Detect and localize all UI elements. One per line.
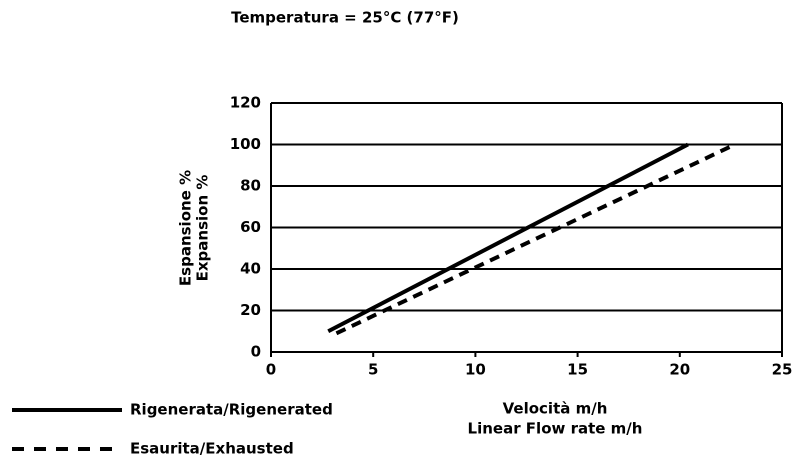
x-tick-label: 0 xyxy=(266,361,276,379)
x-tick-label: 15 xyxy=(567,361,588,379)
x-tick-label: 10 xyxy=(465,361,486,379)
y-axis-label: Expansion % xyxy=(194,175,212,282)
legend-label: Rigenerata/Rigenerated xyxy=(130,401,333,419)
y-tick-label: 120 xyxy=(230,94,261,112)
y-tick-label: 80 xyxy=(240,177,261,195)
chart-title: Temperatura = 25°C (77°F) xyxy=(231,9,459,27)
y-tick-label: 20 xyxy=(240,301,261,319)
y-tick-label: 100 xyxy=(230,135,261,153)
series-line xyxy=(335,142,736,336)
legend-label: Esaurita/Exhausted xyxy=(130,440,294,458)
x-tick-label: 20 xyxy=(669,361,690,379)
y-tick-label: 40 xyxy=(240,260,261,278)
series-line xyxy=(327,142,689,334)
y-tick-label: 0 xyxy=(251,343,261,361)
x-axis-label: Linear Flow rate m/h xyxy=(468,420,643,438)
y-axis-label: Espansione % xyxy=(177,170,195,286)
x-tick-label: 5 xyxy=(368,361,378,379)
y-tick-label: 60 xyxy=(240,218,261,236)
x-tick-label: 25 xyxy=(772,361,793,379)
x-axis-label: Velocità m/h xyxy=(503,400,608,418)
